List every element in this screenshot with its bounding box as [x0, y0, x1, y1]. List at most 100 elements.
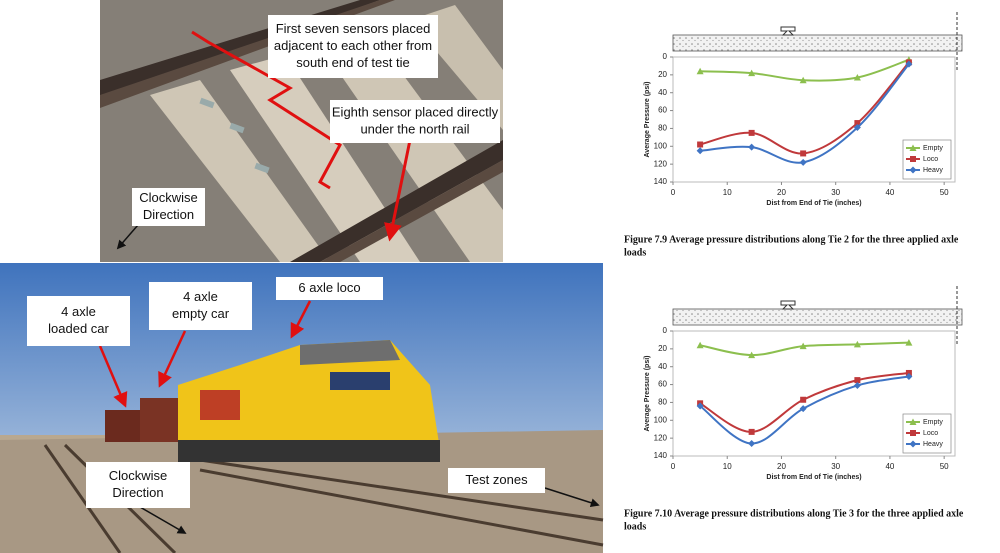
marker — [748, 69, 756, 77]
y-tick-label: 120 — [654, 433, 668, 442]
marker — [748, 143, 756, 151]
marker — [748, 129, 755, 136]
marker — [799, 405, 807, 413]
marker — [909, 418, 917, 425]
x-tick-label: 0 — [671, 462, 676, 471]
y-tick-label: 40 — [658, 88, 667, 97]
marker — [696, 341, 704, 349]
marker — [748, 428, 755, 435]
y-tick-label: 120 — [654, 159, 668, 168]
series-line — [700, 58, 910, 82]
marker — [853, 340, 861, 348]
callout-text: south end of test tie — [296, 55, 409, 70]
x-tick-label: 50 — [940, 462, 949, 471]
y-tick-label: 140 — [654, 177, 668, 186]
y-tick-label: 20 — [658, 344, 667, 353]
y-tick-label: 80 — [658, 124, 667, 133]
callout-box — [268, 15, 438, 78]
x-tick-label: 30 — [831, 462, 840, 471]
callout-text: 4 axle — [61, 304, 96, 319]
tie-diagram — [672, 308, 963, 326]
callout-text: Clockwise — [109, 468, 168, 483]
marker — [854, 120, 861, 127]
marker — [799, 158, 807, 166]
legend-label: Loco — [923, 156, 938, 163]
series-line — [699, 61, 910, 155]
caption: Figure 7.9 Average pressure distribution… — [624, 234, 959, 245]
y-tick-label: 80 — [658, 398, 667, 407]
marker — [909, 440, 917, 448]
callout-text: 6 axle loco — [298, 280, 360, 295]
y-tick-label: 60 — [658, 380, 667, 389]
plot-frame — [672, 56, 956, 183]
marker — [910, 430, 916, 436]
marker — [905, 339, 913, 346]
rail-profile — [780, 300, 796, 310]
marker — [905, 373, 913, 381]
x-tick-label: 20 — [777, 188, 786, 197]
callout-box — [27, 296, 130, 346]
callout-text: adjacent to each other from — [274, 38, 432, 53]
callout-box — [330, 100, 500, 143]
marker — [909, 144, 917, 151]
marker — [905, 60, 913, 68]
x-tick-label: 50 — [940, 188, 949, 197]
legend-label: Heavy — [923, 167, 943, 174]
callout-box — [86, 462, 190, 508]
callout-box — [132, 188, 205, 226]
y-tick-label: 0 — [663, 52, 668, 61]
callout-text: Direction — [143, 207, 194, 222]
marker — [697, 141, 704, 148]
caption: Figure 7.10 Average pressure distributio… — [624, 508, 964, 519]
callout-text: Test zones — [465, 472, 528, 487]
callout-text: 4 axle — [183, 289, 218, 304]
marker — [748, 440, 756, 447]
x-tick-label: 0 — [671, 188, 676, 197]
x-axis-label: Dist from End of Tie (inches) — [766, 200, 861, 207]
marker — [696, 147, 704, 155]
marker — [800, 396, 807, 403]
caption: loads — [624, 521, 646, 532]
legend-label: Loco — [923, 430, 938, 437]
callout-text: loaded car — [48, 321, 109, 336]
marker — [800, 150, 807, 157]
marker — [909, 166, 917, 174]
callout-text: Eighth sensor placed directly — [332, 104, 499, 119]
y-tick-label: 0 — [663, 326, 668, 335]
callout-text: Direction — [112, 485, 163, 500]
callout-box — [448, 468, 545, 493]
marker — [748, 351, 756, 359]
marker — [799, 342, 807, 350]
tie-diagram — [672, 34, 963, 52]
y-axis-label: Average Pressure (psi) — [644, 356, 651, 432]
marker — [910, 156, 916, 162]
x-axis-label: Dist from End of Tie (inches) — [766, 474, 861, 481]
y-axis-label: Average Pressure (psi) — [644, 82, 651, 158]
marker — [696, 402, 704, 410]
marker — [799, 76, 807, 84]
callout-text: Clockwise — [139, 190, 198, 205]
marker — [854, 377, 861, 384]
rail-profile — [780, 26, 796, 36]
plot-frame — [672, 330, 956, 457]
marker — [696, 67, 704, 75]
bottom-photo — [0, 263, 604, 553]
caption: loads — [624, 247, 646, 258]
y-tick-label: 20 — [658, 70, 667, 79]
y-tick-label: 100 — [654, 415, 668, 424]
x-tick-label: 40 — [885, 188, 894, 197]
callout-text: First seven sensors placed — [276, 21, 431, 36]
callout-box — [276, 277, 383, 300]
y-tick-label: 100 — [654, 141, 668, 150]
callout-text: under the north rail — [360, 121, 469, 136]
x-tick-label: 20 — [777, 462, 786, 471]
marker — [853, 381, 861, 389]
legend-label: Empty — [923, 419, 943, 426]
x-tick-label: 10 — [723, 188, 732, 197]
legend-label: Empty — [923, 145, 943, 152]
y-tick-label: 140 — [654, 451, 668, 460]
marker — [853, 74, 861, 81]
x-tick-label: 30 — [831, 188, 840, 197]
